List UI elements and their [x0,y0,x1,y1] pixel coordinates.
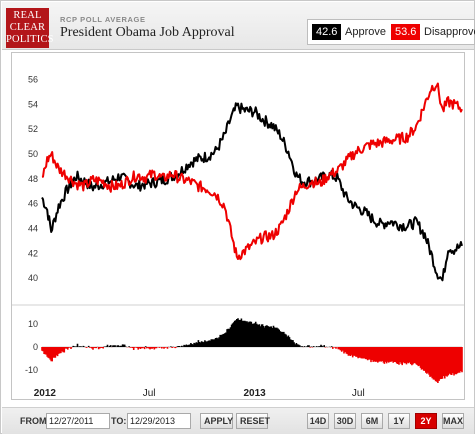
approval-chart-svg[interactable]: 40 42 44 46 48 50 52 54 56 10 0 -10 2012 Jul 2013 Jul [12,53,464,399]
range-controls: FROM: TO: APPLY RESET 14D 30D 6M 1Y 2Y M… [2,407,474,434]
spread-y-tick-label: -10 [25,365,38,375]
disapprove-value-badge: 53.6 [391,24,421,40]
y-tick-label: 56 [28,74,38,84]
logo-line: REAL [13,10,42,21]
y-tick-label: 54 [28,99,38,109]
range-button-max[interactable]: MAX [442,413,464,429]
reset-button[interactable]: RESET [236,413,270,429]
range-button-1y[interactable]: 1Y [388,413,410,429]
to-date-input[interactable] [127,413,191,429]
range-button-6m[interactable]: 6M [361,413,383,429]
legend: 42.6 Approve 53.6 Disapprove [307,19,475,45]
poll-average-kicker: RCP POLL AVERAGE [60,15,146,24]
y-tick-label: 48 [28,174,38,184]
range-button-14d[interactable]: 14D [307,413,329,429]
y-tick-label: 46 [28,199,38,209]
spread-negative-bars [41,347,463,383]
spread-y-tick-label: 10 [28,319,38,329]
y-tick-label: 42 [28,248,38,258]
rcp-logo: REAL CLEAR POLITICS [6,8,54,48]
y-tick-label: 50 [28,149,38,159]
approve-legend-label: Approve [345,26,386,38]
plot-area[interactable]: 40 42 44 46 48 50 52 54 56 10 0 -10 2012 Jul 2013 Jul [11,52,465,400]
logo-line: POLITICS [6,34,54,45]
header: REAL CLEAR POLITICS RCP POLL AVERAGE Pre… [2,2,475,50]
x-tick-label: Jul [352,388,365,399]
range-button-2y[interactable]: 2Y [415,413,437,429]
y-tick-label: 44 [28,223,38,233]
disapprove-line [41,82,463,261]
chart-title: President Obama Job Approval [60,25,235,40]
y-tick-label: 40 [28,273,38,283]
disapprove-legend-label: Disapprove [424,26,475,38]
approve-value-badge: 42.6 [312,24,342,40]
spread-positive-bars [72,318,333,347]
apply-button[interactable]: APPLY [200,413,233,429]
approve-line [41,102,463,282]
y-tick-label: 52 [28,124,38,134]
range-button-30d[interactable]: 30D [334,413,356,429]
from-date-input[interactable] [46,413,110,429]
x-tick-label: 2013 [243,388,266,399]
to-label: TO: [111,416,127,426]
x-tick-label: 2012 [34,388,57,399]
from-label: FROM: [20,416,50,426]
logo-line: CLEAR [9,22,46,33]
spread-y-tick-label: 0 [33,342,38,352]
x-tick-label: Jul [143,388,156,399]
